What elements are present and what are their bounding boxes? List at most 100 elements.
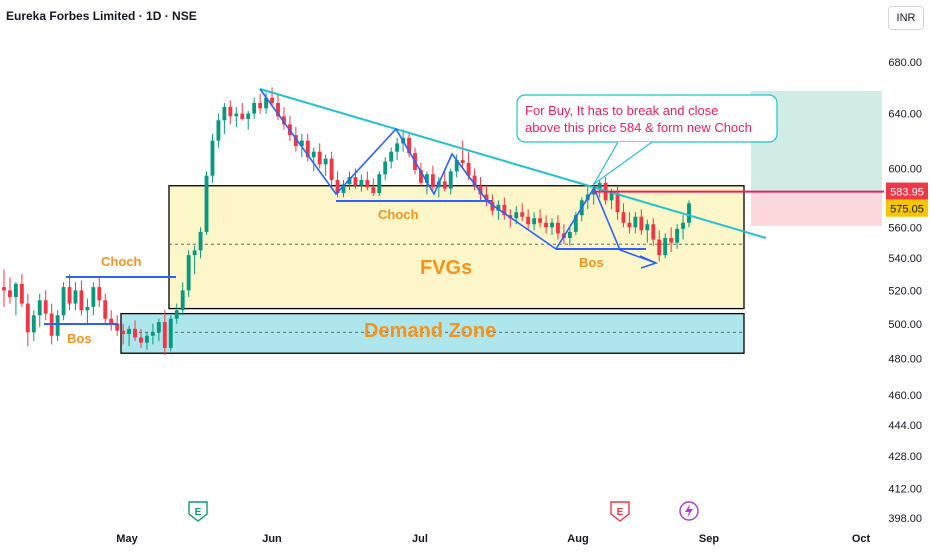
candle-body	[133, 328, 137, 338]
candle	[305, 133, 310, 162]
dividend-icon-bolt	[685, 504, 693, 518]
candle	[567, 227, 572, 246]
earnings-icon: E	[610, 501, 630, 522]
earnings-icon-glyph: E	[617, 507, 624, 518]
candle	[329, 151, 334, 186]
candle-body	[550, 222, 554, 228]
y-tick-label: 460.00	[888, 390, 922, 402]
demand-zone-label: Demand Zone	[364, 320, 496, 342]
current-price-label: 575.05	[890, 204, 924, 216]
candle-body	[466, 162, 471, 176]
candle-body	[162, 322, 167, 348]
candle-body	[353, 177, 358, 186]
candle	[2, 269, 6, 307]
y-tick-label: 480.00	[888, 354, 922, 366]
candle-body	[430, 174, 435, 188]
candle	[383, 157, 388, 180]
candle-body	[317, 151, 322, 165]
candle	[204, 171, 209, 235]
candle-body	[663, 237, 668, 256]
y-tick-label: 444.00	[888, 420, 922, 432]
candle	[25, 293, 30, 347]
candle	[687, 200, 691, 228]
candle-body	[31, 315, 36, 333]
candle-body	[407, 137, 411, 154]
candle	[419, 162, 423, 186]
candle-body	[490, 201, 495, 211]
candle	[150, 323, 155, 345]
candle-body	[216, 120, 221, 141]
candle-body	[156, 322, 161, 333]
x-tick-label: Sep	[699, 533, 719, 545]
candle-body	[97, 287, 102, 301]
candle-body	[687, 203, 691, 223]
candle-body	[168, 318, 173, 348]
y-tick-label: 398.00	[888, 513, 922, 525]
stop-zone	[751, 191, 882, 226]
candle	[8, 277, 12, 304]
dividend-icon	[679, 501, 699, 521]
candle	[174, 303, 179, 324]
candle-body	[591, 188, 596, 195]
candle-body	[61, 287, 66, 316]
earnings-icon-glyph: E	[195, 507, 202, 518]
candle-body	[419, 169, 423, 183]
y-tick-label: 412.00	[888, 484, 922, 496]
candle-body	[323, 158, 328, 165]
candle-body	[174, 310, 179, 319]
callout-pointer	[593, 141, 653, 185]
candle-body	[359, 179, 364, 186]
candle-body	[139, 337, 143, 343]
y-tick-label: 428.00	[888, 451, 922, 463]
candle	[317, 143, 322, 169]
candle-body	[192, 250, 197, 256]
y-tick-label: 540.00	[888, 253, 922, 265]
candle-body	[383, 161, 388, 175]
candle	[651, 218, 656, 246]
candle	[67, 274, 72, 311]
candle-body	[121, 330, 126, 335]
candle-body	[472, 175, 477, 186]
choch-left-label: Choch	[101, 254, 142, 269]
y-tick-label: 560.00	[888, 222, 922, 234]
candle	[85, 298, 90, 324]
candle-body	[645, 224, 650, 231]
candle	[430, 165, 435, 191]
candle-body	[532, 218, 537, 225]
candle	[13, 282, 18, 316]
candle	[645, 219, 650, 243]
candle	[639, 209, 644, 235]
candle-body	[484, 194, 489, 202]
symbol-title[interactable]: Eureka Forbes Limited · 1D · NSE	[6, 9, 197, 23]
candle-body	[246, 113, 251, 119]
candle	[192, 245, 197, 275]
candle	[186, 250, 191, 297]
candle	[550, 218, 554, 235]
candle-body	[341, 184, 346, 194]
candle-body	[293, 135, 298, 147]
currency-button[interactable]: INR	[888, 6, 924, 30]
candle	[657, 230, 662, 262]
candle	[341, 179, 346, 198]
candle	[377, 171, 382, 196]
candle-body	[651, 224, 656, 240]
candle	[472, 168, 477, 191]
candle	[371, 178, 376, 196]
candle	[532, 212, 537, 231]
candle	[258, 93, 263, 114]
candle	[347, 171, 352, 191]
candle-body	[544, 222, 548, 228]
candle	[454, 154, 459, 178]
candle	[37, 293, 42, 328]
downtrend-line	[259, 88, 767, 239]
candle-body	[228, 106, 233, 117]
x-tick-label: Oct	[852, 533, 871, 545]
candle-body	[73, 290, 78, 304]
candle-body	[335, 179, 340, 194]
candle	[228, 100, 233, 125]
candle-body	[276, 103, 280, 117]
candle-body	[615, 193, 620, 213]
candle	[246, 110, 251, 130]
